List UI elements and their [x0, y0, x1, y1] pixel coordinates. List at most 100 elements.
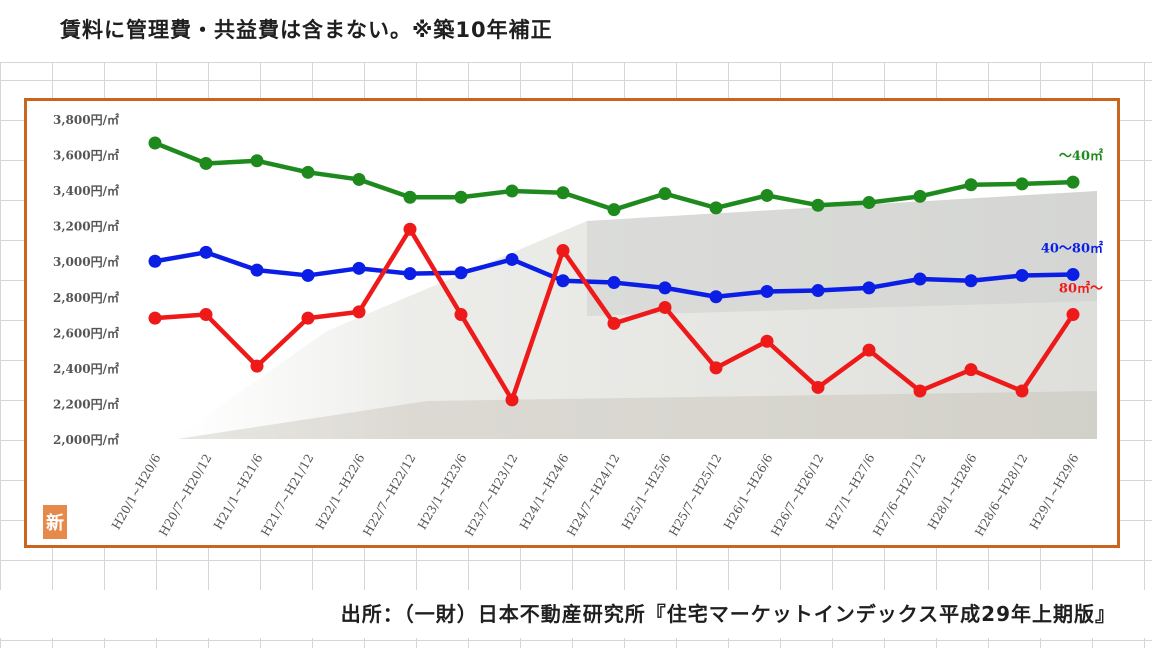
y-tick-label: 2,200円/㎡ — [53, 396, 119, 411]
data-point — [658, 300, 672, 314]
series-label: 80㎡～ — [1059, 281, 1103, 297]
data-point — [556, 244, 570, 258]
x-tick-label: H22/1~H22/6 — [313, 452, 368, 533]
data-point — [301, 311, 315, 325]
x-tick-label: H24/7~H24/12 — [564, 452, 622, 539]
series — [148, 245, 1080, 304]
data-point — [658, 187, 672, 201]
data-point — [148, 254, 162, 268]
data-point — [709, 201, 723, 215]
data-point — [148, 136, 162, 150]
data-point — [403, 190, 417, 204]
source-citation: 出所：（一財）日本不動産研究所『住宅マーケットインデックス平成29年上期版』 — [340, 602, 1116, 626]
data-point — [709, 290, 723, 304]
data-point — [301, 268, 315, 282]
data-point — [760, 188, 774, 202]
y-tick-label: 3,400円/㎡ — [53, 183, 119, 198]
y-tick-label: 3,600円/㎡ — [53, 148, 119, 163]
data-point — [811, 284, 825, 298]
chart-frame: 2,000円/㎡ 2,200円/㎡ 2,400円/㎡ 2,600円/㎡ 2,800円/㎡… — [24, 98, 1120, 548]
y-tick-label: 3,200円/㎡ — [53, 219, 119, 234]
data-point — [760, 284, 774, 298]
y-tick-label: 2,000円/㎡ — [53, 432, 119, 447]
line-chart: 2,000円/㎡ 2,200円/㎡ 2,400円/㎡ 2,600円/㎡ 2,800円/㎡… — [53, 112, 1103, 539]
data-point — [454, 266, 468, 280]
series-line — [154, 140, 1074, 212]
chart-note: 賃料に管理費・共益費は含まない。※築10年補正 — [60, 18, 553, 42]
data-point — [403, 222, 417, 236]
data-point — [250, 359, 264, 373]
data-point — [913, 189, 927, 203]
data-point — [250, 263, 264, 277]
x-tick-label: H28/6~H28/12 — [972, 452, 1030, 539]
data-point — [199, 308, 213, 322]
y-tick-label: 2,400円/㎡ — [53, 361, 119, 376]
data-point — [403, 267, 417, 281]
x-tick-label: H23/7~H23/12 — [462, 452, 520, 539]
data-point — [607, 316, 621, 330]
y-tick-label: 3,000円/㎡ — [53, 254, 119, 269]
y-tick-label: 2,800円/㎡ — [53, 290, 119, 305]
data-point — [199, 245, 213, 259]
data-point — [505, 184, 519, 198]
series-group — [148, 136, 1080, 407]
x-tick-label: H28/1~H28/6 — [925, 452, 980, 533]
data-point — [607, 276, 621, 290]
data-point — [760, 334, 774, 348]
data-point — [352, 172, 366, 186]
data-point — [913, 272, 927, 286]
x-tick-label: H22/7~H22/12 — [360, 452, 418, 539]
data-point — [556, 274, 570, 288]
new-badge: 新 — [43, 505, 67, 539]
x-tick-label: H20/7~H20/12 — [156, 452, 214, 539]
data-point — [352, 261, 366, 275]
data-point — [607, 203, 621, 217]
x-tick-label: H21/7~H21/12 — [258, 452, 316, 539]
data-point — [1015, 268, 1029, 282]
data-point — [964, 178, 978, 192]
series-labels: ～40㎡ 40～80㎡ 80㎡～ — [1041, 148, 1103, 296]
data-point — [148, 311, 162, 325]
data-point — [301, 165, 315, 179]
data-point — [1015, 384, 1029, 398]
data-point — [658, 281, 672, 295]
data-point — [964, 274, 978, 288]
data-point — [454, 190, 468, 204]
data-point — [1066, 175, 1080, 189]
x-tick-label: H25/7~H25/12 — [666, 452, 724, 539]
data-point — [811, 198, 825, 212]
data-point — [862, 281, 876, 295]
series — [148, 136, 1080, 217]
x-tick-label: H24/1~H24/6 — [517, 452, 572, 533]
x-tick-label: H25/1~H25/6 — [619, 452, 674, 533]
x-tick-label: H26/1~H26/6 — [721, 452, 776, 533]
data-point — [1015, 177, 1029, 191]
x-tick-label: H26/7~H26/12 — [768, 452, 826, 539]
x-tick-label: H20/1~H20/6 — [109, 452, 164, 533]
x-tick-label: H27/6~H27/12 — [870, 452, 928, 539]
data-point — [250, 154, 264, 168]
data-point — [199, 156, 213, 170]
y-tick-label: 3,800円/㎡ — [53, 112, 119, 127]
data-point — [454, 308, 468, 322]
series-label: ～40㎡ — [1059, 148, 1103, 164]
data-point — [811, 380, 825, 394]
series — [148, 222, 1080, 407]
x-tick-label: H27/1~H27/6 — [823, 452, 878, 533]
y-axis: 2,000円/㎡ 2,200円/㎡ 2,400円/㎡ 2,600円/㎡ 2,800円/㎡… — [53, 112, 119, 447]
series-label: 40～80㎡ — [1041, 241, 1103, 257]
footer-bar: 出所：（一財）日本不動産研究所『住宅マーケットインデックス平成29年上期版』 — [0, 590, 1152, 638]
data-point — [352, 305, 366, 319]
data-point — [1066, 268, 1080, 282]
data-point — [709, 361, 723, 375]
data-point — [556, 186, 570, 200]
x-tick-label: H29/1~H29/6 — [1027, 452, 1082, 533]
heading-bar: 賃料に管理費・共益費は含まない。※築10年補正 — [0, 0, 1152, 63]
data-point — [505, 252, 519, 266]
y-tick-label: 2,600円/㎡ — [53, 325, 119, 340]
x-axis: H20/1~H20/6H20/7~H20/12H21/1~H21/6H21/7~… — [109, 452, 1082, 539]
x-tick-label: H23/1~H23/6 — [415, 452, 470, 533]
data-point — [1066, 308, 1080, 322]
data-point — [505, 393, 519, 407]
data-point — [964, 363, 978, 377]
